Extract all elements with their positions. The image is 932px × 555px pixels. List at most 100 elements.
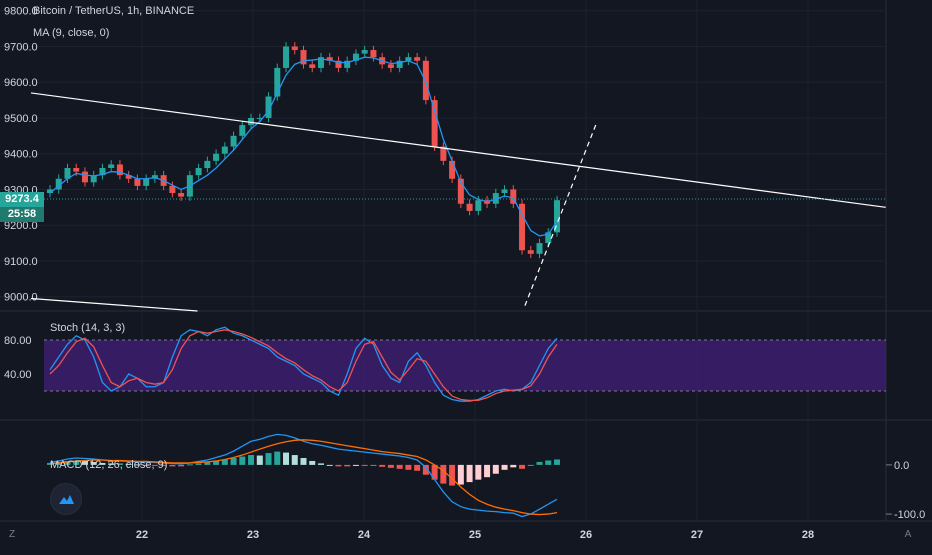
macd-histogram-bar — [300, 458, 307, 465]
time-tick-label: 23 — [247, 529, 259, 541]
macd-histogram-bar — [291, 455, 298, 465]
tradingview-logo[interactable] — [50, 483, 82, 515]
candle-body — [248, 117, 255, 126]
macd-histogram-bar — [457, 464, 464, 485]
macd-histogram-bar — [545, 460, 552, 465]
macd-histogram-bar — [317, 463, 324, 465]
macd-tick-label: 0.0 — [894, 460, 909, 472]
time-tick-label: 28 — [802, 529, 814, 541]
macd-histogram-bar — [510, 464, 517, 468]
time-tick-label: 24 — [358, 529, 371, 541]
timezone-button[interactable]: Z — [8, 529, 16, 540]
trendline — [30, 92, 886, 208]
candle-body — [239, 125, 246, 136]
time-tick-label: 22 — [136, 529, 148, 541]
macd-histogram-bar — [116, 463, 123, 465]
price-tick-label: 9500.0 — [4, 113, 38, 125]
macd-histogram-bar — [536, 461, 543, 465]
candle-body — [195, 168, 202, 176]
candle-body — [90, 175, 97, 183]
macd-histogram-bar — [265, 453, 272, 465]
macd-histogram-bar — [274, 451, 281, 465]
candle-body — [457, 178, 464, 204]
candle-body — [440, 146, 447, 161]
macd-histogram-bar — [169, 464, 176, 467]
candle-body — [213, 153, 220, 161]
stoch-d-line — [49, 329, 558, 402]
macd-histogram-bar — [73, 460, 80, 465]
macd-histogram-bar — [239, 456, 246, 465]
macd-histogram-bar — [379, 464, 386, 467]
stoch-tick-label: 80.00 — [4, 335, 32, 347]
stoch-legend[interactable]: Stoch (14, 3, 3) — [50, 322, 126, 334]
macd-histogram-bar — [501, 464, 508, 470]
candle-body — [47, 189, 53, 194]
time-tick-label: 25 — [469, 529, 481, 541]
candle-body — [309, 64, 316, 68]
candle-body — [116, 164, 123, 176]
macd-legend[interactable]: MACD (12, 26, close, 9) — [50, 459, 168, 471]
candle-body — [361, 50, 368, 54]
candle-body — [125, 175, 132, 179]
macd-histogram-bar — [125, 463, 132, 465]
price-tick-label: 9200.0 — [4, 220, 38, 232]
candle-body — [108, 164, 115, 169]
macd-histogram-bar — [449, 464, 456, 486]
candle-body — [300, 50, 307, 65]
macd-histogram-bar — [143, 464, 150, 466]
candle-body — [151, 175, 158, 179]
price-tick-label: 9800.0 — [4, 6, 38, 18]
candle-body — [291, 46, 298, 51]
macd-histogram-bar — [283, 452, 290, 465]
macd-histogram-bar — [335, 464, 342, 467]
candle-body — [387, 64, 394, 68]
macd-histogram-bar — [195, 463, 202, 465]
stoch-band — [44, 340, 886, 391]
candle-body — [422, 60, 429, 101]
candle-body — [55, 178, 62, 190]
candle-body — [414, 57, 421, 61]
candle-body — [545, 232, 552, 244]
ma-legend[interactable]: MA (9, close, 0) — [33, 27, 110, 39]
candle-body — [396, 60, 403, 68]
macd-histogram-bar — [326, 464, 333, 466]
macd-histogram-bar — [309, 460, 316, 465]
candle-body — [169, 185, 176, 194]
macd-histogram-bar — [230, 458, 237, 465]
candle-body — [554, 200, 560, 233]
price-tick-label: 9100.0 — [4, 256, 38, 268]
macd-histogram-bar — [186, 464, 193, 466]
macd-histogram-bar — [414, 464, 421, 471]
candle-body — [73, 168, 80, 172]
macd-histogram-bar — [178, 464, 185, 467]
auto-scale-button[interactable]: A — [904, 529, 912, 540]
macd-histogram-bar — [151, 464, 158, 466]
macd-histogram-bar — [256, 455, 263, 465]
macd-histogram-bar — [213, 460, 220, 465]
stoch-tick-label: 40.00 — [4, 369, 32, 381]
macd-histogram-bar — [90, 461, 97, 465]
macd-histogram-bar — [519, 464, 526, 469]
macd-histogram-bar — [431, 464, 438, 480]
macd-histogram-bar — [422, 464, 429, 475]
candle-body — [317, 57, 324, 68]
macd-histogram-bar — [554, 459, 560, 465]
candle-body — [326, 57, 333, 61]
candle-body — [352, 53, 359, 61]
macd-histogram-bar — [108, 463, 115, 465]
candle-body — [536, 243, 543, 254]
macd-histogram-bar — [492, 464, 499, 474]
candle-body — [527, 250, 534, 254]
candle-body — [221, 146, 228, 154]
macd-histogram-bar — [204, 462, 211, 465]
candle-body — [510, 189, 517, 204]
candle-body — [519, 203, 526, 251]
macd-histogram-bar — [99, 462, 106, 465]
candle-body — [449, 160, 456, 179]
macd-histogram-bar — [221, 459, 228, 465]
candle-body — [501, 189, 508, 194]
candle-body — [475, 200, 482, 211]
